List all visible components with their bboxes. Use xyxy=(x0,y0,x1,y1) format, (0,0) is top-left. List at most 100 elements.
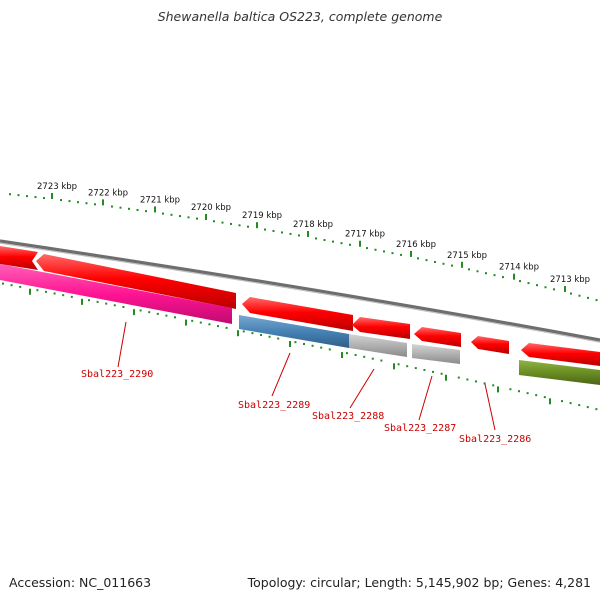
gene-label-sbal223-2287[interactable]: Sbal223_2287 xyxy=(384,423,456,434)
scale-dot xyxy=(311,344,314,347)
scale-dot xyxy=(281,231,283,234)
scale-dot xyxy=(561,400,563,403)
scale-dot xyxy=(43,197,45,200)
scale-dot xyxy=(595,299,598,302)
scale-dot xyxy=(68,200,71,203)
scale-major-tick xyxy=(410,250,412,257)
scale-major-tick xyxy=(549,398,551,405)
scale-dot xyxy=(174,316,176,319)
callout-line xyxy=(271,352,291,397)
scale-dot xyxy=(170,213,173,216)
scale-dot xyxy=(383,250,385,253)
gene-olive-bar[interactable] xyxy=(519,360,600,385)
gene-feature[interactable] xyxy=(0,246,38,270)
gene-feature[interactable] xyxy=(242,297,353,331)
scale-dot xyxy=(315,237,317,240)
scale-dot xyxy=(165,314,168,317)
scale-dot xyxy=(242,330,245,333)
gene-label-sbal223-2290[interactable]: Sbal223_2290 xyxy=(81,369,153,380)
scale-major-tick xyxy=(307,231,309,238)
scale-dot xyxy=(213,220,215,223)
scale-dot xyxy=(569,402,572,405)
scale-dot xyxy=(391,252,394,255)
scale-dot xyxy=(303,342,305,345)
scale-major-tick xyxy=(497,386,499,393)
scale-dot xyxy=(328,348,331,351)
scale-major-tick xyxy=(237,330,239,337)
scale-dot xyxy=(595,408,598,411)
scale-dot xyxy=(535,394,538,397)
scale-dot xyxy=(363,355,366,358)
scale-major-tick xyxy=(564,286,566,293)
scale-dot xyxy=(122,306,125,309)
scale-dot xyxy=(26,195,28,198)
scale-dot xyxy=(457,376,460,379)
scale-dot xyxy=(440,372,443,375)
gene-sbal223-2290-bar[interactable] xyxy=(0,264,232,324)
scale-dot xyxy=(148,311,151,314)
scale-dot xyxy=(187,216,190,219)
scale-major-tick xyxy=(256,222,258,229)
callout-line xyxy=(418,375,433,421)
genome-backbone-highlight xyxy=(0,242,600,343)
scale-dot xyxy=(570,292,572,295)
genome-summary-text: Topology: circular; Length: 5,145,902 bp… xyxy=(247,575,591,590)
gene-feature[interactable] xyxy=(471,336,509,354)
gene-feature[interactable] xyxy=(352,317,410,339)
scale-dot xyxy=(70,295,73,298)
kbp-label: 2723 kbp xyxy=(37,182,77,192)
scale-major-tick xyxy=(289,341,291,348)
scale-dot xyxy=(544,286,547,289)
scale-dot xyxy=(374,248,377,251)
gene-label-sbal223-2286[interactable]: Sbal223_2286 xyxy=(459,434,531,445)
scale-dot xyxy=(10,284,13,287)
callout-line xyxy=(117,321,127,368)
scale-dot xyxy=(119,206,122,209)
scale-dot xyxy=(518,390,520,393)
gene-label-sbal223-2288[interactable]: Sbal223_2288 xyxy=(312,411,384,422)
gene-sbal223-2287-bar[interactable] xyxy=(412,344,460,364)
scale-dot xyxy=(53,292,56,295)
scale-dot xyxy=(289,232,292,235)
scale-dot xyxy=(217,325,219,328)
scale-major-tick xyxy=(185,319,187,326)
gene-feature[interactable] xyxy=(36,254,236,309)
scale-dot xyxy=(113,304,116,307)
gene-label-sbal223-2289[interactable]: Sbal223_2289 xyxy=(238,400,310,411)
scale-dot xyxy=(475,380,477,383)
scale-dot xyxy=(432,370,434,373)
scale-major-tick xyxy=(81,298,83,305)
scale-dot xyxy=(371,357,374,360)
scale-dot xyxy=(111,205,113,208)
scale-dot xyxy=(434,260,436,263)
accession-text: Accession: NC_011663 xyxy=(9,575,152,590)
scale-dot xyxy=(238,224,241,227)
scale-dot xyxy=(225,326,228,329)
kbp-label: 2722 kbp xyxy=(88,188,128,198)
scale-dot xyxy=(260,333,262,336)
gene-sbal223-2288-bar[interactable] xyxy=(349,334,407,357)
gene-feature[interactable] xyxy=(521,343,600,366)
scale-dot xyxy=(96,300,99,303)
scale-dot xyxy=(85,202,88,205)
kbp-label: 2721 kbp xyxy=(140,195,180,205)
scale-dot xyxy=(406,365,409,368)
scale-dot xyxy=(62,294,65,297)
scale-dot xyxy=(34,196,37,199)
scale-dot xyxy=(442,262,445,265)
scale-dot xyxy=(332,240,334,243)
scale-major-tick xyxy=(102,199,104,206)
kbp-label: 2720 kbp xyxy=(191,203,231,213)
gene-feature[interactable] xyxy=(414,327,461,347)
scale-dot xyxy=(77,201,79,204)
scale-major-tick xyxy=(133,309,135,316)
scale-dot xyxy=(208,323,211,326)
scale-dot xyxy=(88,299,90,302)
scale-dot xyxy=(162,212,164,215)
scale-dot xyxy=(485,272,487,275)
scale-dot xyxy=(2,282,4,285)
scale-dot xyxy=(17,194,20,197)
gene-sbal223-2289-bar[interactable] xyxy=(239,315,349,348)
gene-labels: Sbal223_2290 Sbal223_2289 Sbal223_2288 S… xyxy=(81,369,531,445)
